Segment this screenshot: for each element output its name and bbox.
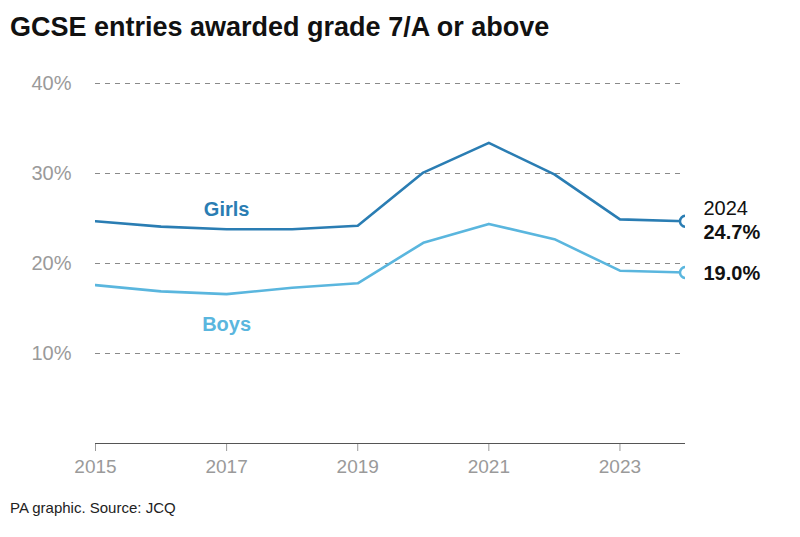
- html-text:PA graphic. Source: JCQ: PA graphic. Source: JCQ: [10, 499, 176, 516]
- svg-text:10%: 10%: [31, 342, 71, 364]
- svg-text:20%: 20%: [31, 252, 71, 274]
- svg-text:19.0%: 19.0%: [704, 262, 761, 284]
- svg-text:30%: 30%: [31, 162, 71, 184]
- svg-text:2017: 2017: [205, 456, 247, 477]
- svg-text:2021: 2021: [468, 456, 510, 477]
- svg-text:2015: 2015: [74, 456, 116, 477]
- svg-text:24.7%: 24.7%: [704, 221, 761, 243]
- svg-text:Girls: Girls: [204, 198, 250, 220]
- html-text:GCSE entries awarded grade 7/A: GCSE entries awarded grade 7/A or above: [10, 12, 550, 42]
- svg-text:40%: 40%: [31, 72, 71, 94]
- svg-text:2024: 2024: [704, 197, 749, 219]
- svg-text:Boys: Boys: [202, 313, 251, 335]
- svg-text:2019: 2019: [337, 456, 379, 477]
- svg-text:2023: 2023: [599, 456, 641, 477]
